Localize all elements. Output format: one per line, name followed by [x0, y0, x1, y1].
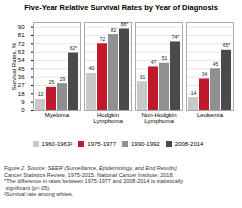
html-text:significant (p<.05).: significant (p<.05). [4, 184, 51, 191]
html-text:1960-1963²: 1960-1963² [41, 140, 73, 147]
svg-text:63: 63 [18, 49, 25, 55]
html-text:1975-1977: 1975-1977 [87, 140, 116, 147]
svg-text:Leukemia: Leukemia [197, 112, 224, 118]
svg-text:Survival Rates, %: Survival Rates, % [11, 42, 17, 90]
svg-text:36: 36 [18, 74, 25, 80]
svg-text:74*: 74* [172, 34, 180, 40]
svg-text:18: 18 [18, 91, 25, 97]
svg-text:62*: 62* [70, 45, 78, 51]
svg-text:45: 45 [213, 61, 219, 67]
svg-text:88*: 88* [121, 21, 129, 27]
svg-text:34: 34 [202, 71, 208, 77]
svg-text:72: 72 [18, 41, 25, 47]
svg-text:82: 82 [111, 27, 117, 33]
svg-text:Myeloma: Myeloma [45, 112, 70, 118]
svg-text:14: 14 [191, 90, 197, 96]
html-text:Five-Year Relative Survival Ra: Five-Year Relative Survival Rates by Yea… [24, 3, 218, 12]
svg-text:Non-HodgkinLymphoma: Non-HodgkinLymphoma [141, 112, 176, 124]
svg-text:25: 25 [49, 79, 55, 85]
html-text:2008-2014: 2008-2014 [174, 140, 204, 147]
svg-text:54: 54 [18, 57, 25, 63]
svg-text:81: 81 [18, 32, 25, 38]
svg-text:47: 47 [151, 59, 157, 65]
html-text:1990-1992: 1990-1992 [131, 140, 160, 147]
svg-text:12: 12 [38, 91, 44, 97]
svg-text:0: 0 [21, 107, 25, 113]
svg-text:HodgkinLymphoma: HodgkinLymphoma [93, 112, 123, 124]
svg-text:40: 40 [89, 65, 95, 71]
html-text:Figure 2. Source: SEER (Survei: Figure 2. Source: SEER (Surveillance, Ep… [4, 165, 177, 171]
svg-text:51: 51 [162, 55, 168, 61]
svg-text:45: 45 [18, 66, 25, 72]
svg-text:72: 72 [100, 36, 106, 42]
html-text:²Survival rate among whites.: ²Survival rate among whites. [4, 191, 74, 198]
svg-text:29: 29 [60, 76, 66, 82]
html-text:*The difference in rates betwe: *The difference in rates between 1975-19… [4, 178, 184, 185]
svg-text:27: 27 [18, 82, 25, 88]
svg-text:31: 31 [140, 74, 146, 80]
html-text:Cancer Statistics Review, 1975: Cancer Statistics Review, 1975-2015. Nat… [4, 171, 174, 178]
svg-text:9: 9 [21, 99, 25, 105]
svg-text:65*: 65* [223, 42, 231, 48]
svg-text:90: 90 [18, 24, 25, 30]
